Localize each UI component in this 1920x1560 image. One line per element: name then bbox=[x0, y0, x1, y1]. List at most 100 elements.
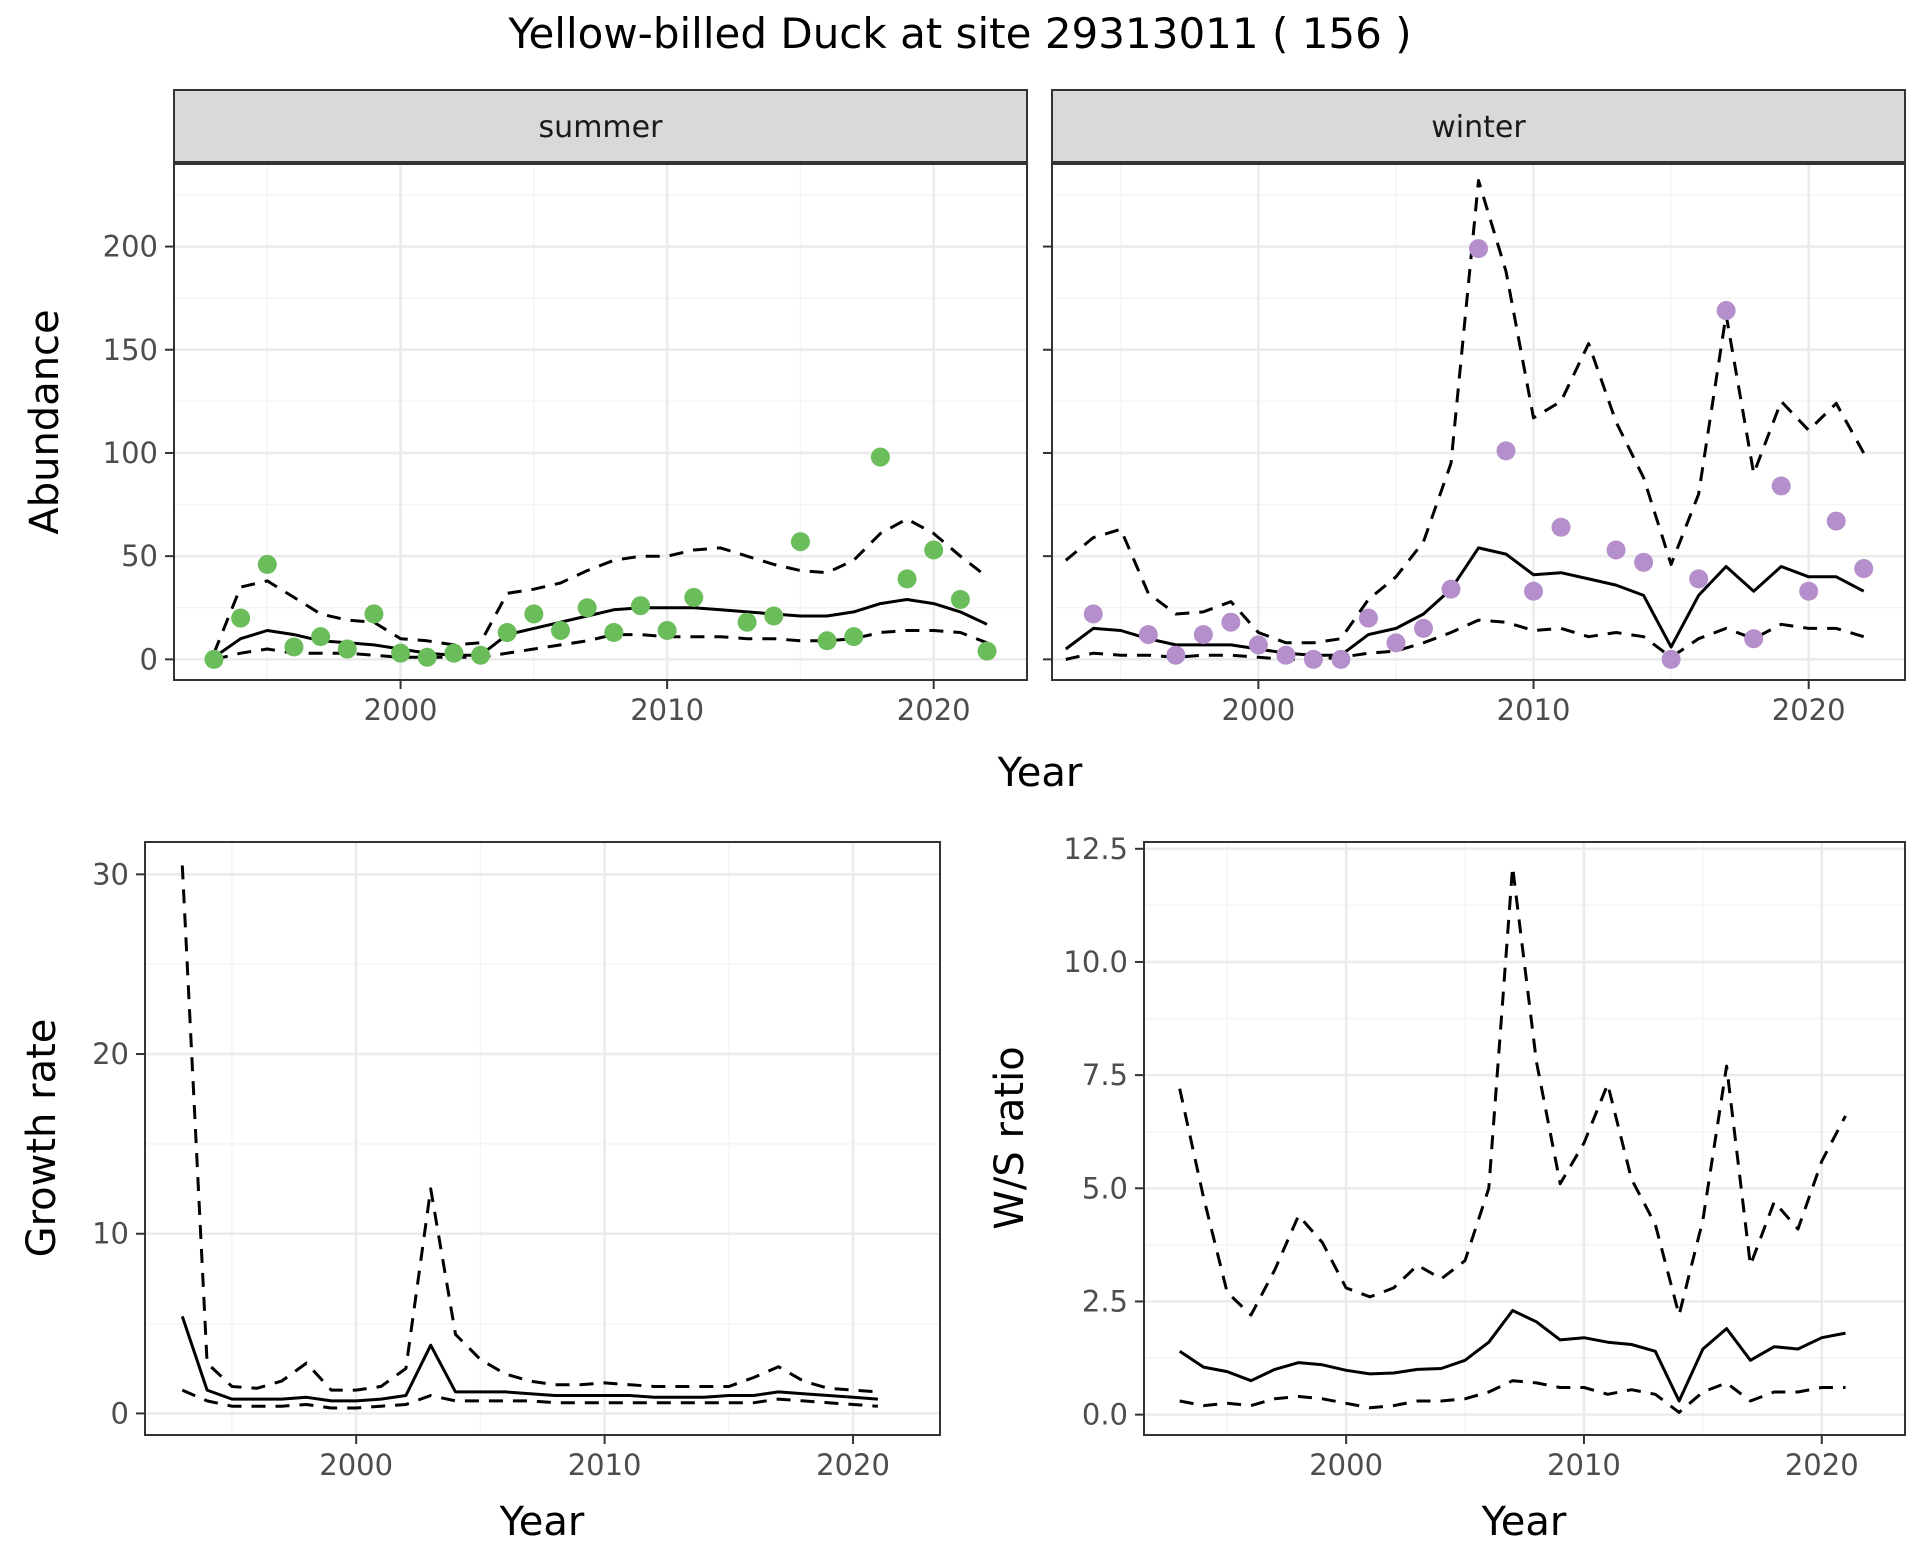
panel-winter-abundance: winter 2000 2010 2020 bbox=[1043, 89, 1906, 727]
y-tick-label: 150 bbox=[103, 333, 158, 367]
observed-point bbox=[1606, 540, 1626, 560]
plot-area bbox=[1144, 842, 1905, 1435]
panel-border bbox=[1143, 841, 1906, 1436]
observed-point bbox=[764, 606, 784, 626]
observed-point bbox=[204, 649, 224, 669]
observed-point bbox=[977, 641, 997, 661]
panel-summer-abundance: summer 2000 2010 2020 0 50 100 150 200 Abundance bbox=[22, 89, 1028, 727]
x-axis-title: Year bbox=[1481, 1499, 1567, 1545]
y-tick-label: 0 bbox=[140, 642, 158, 676]
observed-point bbox=[1469, 239, 1488, 259]
plot-area bbox=[145, 842, 940, 1435]
observed-point bbox=[924, 540, 944, 560]
y-tick-label: 0 bbox=[111, 1396, 129, 1430]
x-tick-label: 2010 bbox=[630, 693, 704, 727]
y-tick-label: 0.0 bbox=[1082, 1398, 1128, 1432]
observed-point bbox=[524, 604, 544, 624]
y-axis-title: W/S ratio bbox=[987, 1046, 1033, 1229]
panel-border bbox=[144, 841, 941, 1436]
x-tick-label: 2000 bbox=[1309, 1448, 1383, 1482]
x-tick-label: 2010 bbox=[568, 1448, 642, 1482]
y-tick-label: 30 bbox=[92, 857, 129, 891]
observed-point bbox=[630, 596, 650, 616]
panel-border bbox=[173, 163, 1028, 681]
observed-point bbox=[1358, 608, 1378, 628]
observed-point bbox=[870, 447, 890, 467]
y-tick-label: 10.0 bbox=[1063, 945, 1128, 979]
observed-point bbox=[1551, 517, 1571, 537]
x-tick-label: 2000 bbox=[319, 1448, 393, 1482]
observed-point bbox=[1744, 629, 1764, 649]
observed-point bbox=[1524, 581, 1544, 601]
observed-point bbox=[1331, 649, 1351, 669]
y-axis-title: Abundance bbox=[22, 309, 68, 534]
observed-point bbox=[1826, 511, 1846, 531]
observed-point bbox=[950, 590, 970, 610]
x-tick-label: 2000 bbox=[1221, 693, 1295, 727]
facet-strip-label: winter bbox=[1431, 110, 1526, 145]
observed-point bbox=[790, 532, 810, 552]
chart-title: Yellow-billed Duck at site 29313011 ( 15… bbox=[507, 9, 1411, 58]
facet-strip bbox=[173, 89, 1028, 163]
observed-point bbox=[471, 645, 491, 665]
observed-point bbox=[1303, 649, 1323, 669]
upper-ci-line bbox=[1064, 179, 1866, 645]
observed-point bbox=[444, 643, 464, 663]
lower-ci-line bbox=[1065, 618, 1865, 661]
observed-point bbox=[1854, 559, 1874, 579]
x-tick-label: 2020 bbox=[1772, 693, 1846, 727]
observed-point bbox=[257, 554, 277, 574]
observed-point bbox=[844, 627, 864, 647]
x-axis-title: Year bbox=[499, 1499, 585, 1545]
observed-point bbox=[1138, 625, 1158, 645]
x-tick-label: 2010 bbox=[1547, 1448, 1621, 1482]
observed-point bbox=[1441, 579, 1461, 599]
observed-point bbox=[1771, 476, 1791, 496]
y-tick-label: 100 bbox=[103, 436, 158, 470]
facet-strip bbox=[1051, 89, 1906, 163]
observed-point bbox=[391, 643, 411, 663]
y-tick-label: 10 bbox=[92, 1217, 129, 1251]
observed-point bbox=[1221, 612, 1241, 632]
facet-strip-label: summer bbox=[539, 110, 664, 145]
observed-point bbox=[364, 604, 384, 624]
observed-point bbox=[1413, 618, 1433, 638]
observed-point bbox=[551, 620, 571, 640]
observed-point bbox=[1634, 552, 1654, 572]
observed-point bbox=[1166, 645, 1186, 665]
observed-point bbox=[684, 587, 704, 607]
observed-point bbox=[1248, 635, 1268, 655]
y-axis-title: Growth rate bbox=[19, 1019, 65, 1258]
y-tick-label: 50 bbox=[121, 539, 158, 573]
y-tick-label: 12.5 bbox=[1063, 832, 1128, 866]
observed-point bbox=[604, 623, 624, 643]
observed-point bbox=[1496, 441, 1516, 461]
upper-ci-line bbox=[212, 517, 988, 654]
panel-growth-rate: 2000 2010 2020 0 10 20 30 Growth rate Year bbox=[19, 841, 941, 1545]
observed-point bbox=[497, 623, 517, 643]
upper-ci-line bbox=[1178, 865, 1847, 1317]
observed-point bbox=[1689, 569, 1709, 589]
lower-ci-line bbox=[181, 1388, 879, 1410]
observed-point bbox=[1083, 604, 1103, 624]
x-axis-title-top: Year bbox=[997, 750, 1083, 796]
observed-point bbox=[417, 647, 437, 667]
observed-point bbox=[337, 639, 357, 659]
observed-point bbox=[311, 627, 331, 647]
upper-ci-line bbox=[180, 865, 879, 1394]
observed-point bbox=[284, 637, 304, 657]
x-tick-label: 2010 bbox=[1497, 693, 1571, 727]
observed-point bbox=[1716, 301, 1736, 321]
observed-point bbox=[817, 631, 837, 651]
observed-point bbox=[737, 612, 757, 632]
y-tick-label: 200 bbox=[103, 230, 158, 264]
y-tick-label: 7.5 bbox=[1082, 1058, 1128, 1092]
x-tick-label: 2020 bbox=[816, 1448, 890, 1482]
observed-point bbox=[897, 569, 917, 589]
y-tick-label: 2.5 bbox=[1082, 1284, 1128, 1318]
observed-point bbox=[1276, 645, 1296, 665]
plot-area bbox=[174, 164, 1027, 680]
observed-point bbox=[657, 620, 677, 640]
y-tick-label: 5.0 bbox=[1082, 1171, 1128, 1205]
